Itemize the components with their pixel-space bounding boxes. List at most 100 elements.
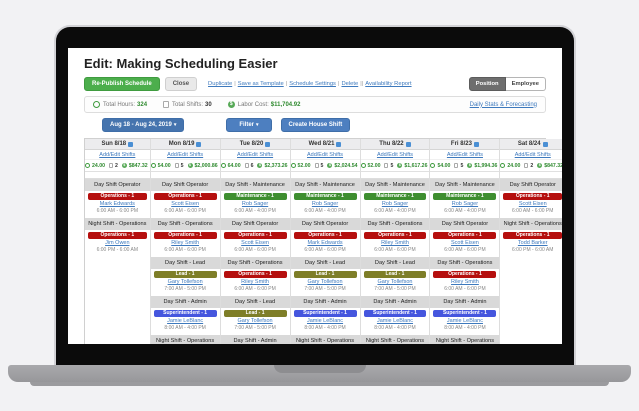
employee-link[interactable]: Riley Smith [241, 279, 269, 285]
position-badge[interactable]: Operations - 1 [433, 271, 497, 278]
position-badge[interactable]: Lead - 1 [153, 271, 217, 278]
day-menu-icon[interactable] [542, 141, 548, 147]
employee-link[interactable]: Riley Smith [171, 240, 200, 246]
toolbar-link[interactable]: Availability Report [365, 81, 412, 87]
add-edit-shifts-link[interactable]: Add/Edit Shifts [85, 150, 150, 160]
shift-time: 6:00 AM - 6:00 PM [444, 286, 486, 292]
republish-schedule-button[interactable]: Re-Publish Schedule [84, 77, 160, 91]
day-hours-value: 52.00 [367, 162, 381, 169]
position-badge[interactable]: Operations - 1 [503, 193, 562, 200]
employee-link[interactable]: Gary Tollefson [167, 279, 203, 285]
day-cost-value: $1,994.36 [474, 162, 498, 169]
position-badge[interactable]: Lead - 1 [223, 310, 287, 317]
clock-icon [430, 163, 436, 168]
shift-card: Superintendent - 1 Jamie LeBlanc 8:00 AM -… [151, 308, 220, 335]
day-label: Thu 8/22 [379, 141, 404, 147]
employee-link[interactable]: Mark Edwards [99, 201, 135, 207]
position-badge[interactable]: Superintendent - 1 [363, 310, 427, 317]
employee-link[interactable]: Jamie LeBlanc [167, 318, 204, 324]
create-house-shift-button[interactable]: Create House Shift [280, 118, 351, 132]
employee-link[interactable]: Gary Tollefson [237, 318, 273, 324]
day-label: Sun 8/18 [101, 141, 127, 147]
position-badge[interactable]: Operations - 1 [293, 232, 357, 239]
position-badge[interactable]: Operations - 1 [223, 271, 287, 278]
position-badge[interactable]: Operations - 1 [433, 232, 497, 239]
dollar-icon: $ [537, 163, 543, 168]
employee-link[interactable]: Rob Sager [241, 201, 269, 207]
position-badge[interactable]: Operations - 1 [153, 193, 217, 200]
position-badge[interactable]: Maintenance - 1 [363, 193, 427, 200]
schedule-grid: Sun 8/18 Add/Edit Shifts 24.00 2 $ $847.32 Day… [84, 138, 562, 344]
toolbar-link[interactable]: Schedule Settings [289, 81, 336, 87]
add-edit-shifts-link[interactable]: Add/Edit Shifts [360, 150, 430, 160]
employee-link[interactable]: Gary Tollefson [377, 279, 413, 285]
employee-link[interactable]: Rob Sager [451, 201, 479, 207]
add-edit-shifts-link[interactable]: Add/Edit Shifts [150, 150, 220, 160]
day-label: Mon 8/19 [168, 141, 195, 147]
position-badge[interactable]: Superintendent - 1 [433, 310, 497, 317]
close-button[interactable]: Close [164, 77, 198, 91]
date-range-button[interactable]: Aug 18 - Aug 24, 2019 ▾ [102, 118, 185, 132]
position-badge[interactable]: Superintendent - 1 [293, 310, 357, 317]
toolbar-link[interactable]: Duplicate [208, 81, 233, 87]
add-edit-shifts-link[interactable]: Add/Edit Shifts [220, 150, 290, 160]
employee-link[interactable]: Jamie LeBlanc [306, 318, 344, 324]
controls-row: Aug 18 - Aug 24, 2019 ▾ Filter ▾ Create Ho… [84, 118, 546, 132]
shift-card: Operations - 1 Mark Edwards 6:00 AM - 6:00… [291, 230, 360, 257]
employee-link[interactable]: Riley Smith [451, 279, 479, 285]
filter-button[interactable]: Filter ▾ [226, 118, 272, 132]
employee-link[interactable]: Gary Tollefson [307, 279, 343, 285]
employee-link[interactable]: Rob Sager [381, 201, 409, 207]
employee-link[interactable]: Mark Edwards [307, 240, 343, 246]
employee-link[interactable]: Riley Smith [381, 240, 409, 246]
position-badge[interactable]: Maintenance - 1 [223, 193, 287, 200]
day-menu-icon[interactable] [196, 141, 202, 147]
shift-time: 6:00 AM - 6:00 PM [234, 286, 276, 292]
position-badge[interactable]: Operations - 1 [223, 232, 287, 239]
position-badge[interactable]: Operations - 1 [153, 232, 217, 239]
empty-slot [500, 296, 562, 308]
position-badge[interactable]: Superintendent - 1 [153, 310, 217, 317]
position-badge[interactable]: Operations - 1 [88, 193, 147, 200]
dollar-icon: $ [121, 163, 127, 168]
shifts-icon [454, 163, 459, 168]
position-badge[interactable]: Operations - 1 [503, 232, 562, 239]
add-edit-shifts-link[interactable]: Add/Edit Shifts [290, 150, 360, 160]
shift-time: 8:00 AM - 4:00 PM [164, 325, 206, 331]
position-badge[interactable]: Maintenance - 1 [433, 193, 497, 200]
employee-link[interactable]: Scott Eisen [171, 201, 200, 207]
add-edit-shifts-link[interactable]: Add/Edit Shifts [430, 150, 500, 160]
daily-stats-forecasting-link[interactable]: Daily Stats & Forecasting [469, 101, 537, 108]
day-menu-icon[interactable] [405, 141, 411, 147]
position-badge[interactable]: Lead - 1 [293, 271, 357, 278]
toolbar-link[interactable]: Save as Template [237, 81, 284, 87]
shift-section-header: Day Shift - Maintenance [290, 179, 360, 191]
day-menu-icon[interactable] [336, 141, 342, 147]
shift-card: Maintenance - 1 Rob Sager 6:00 AM - 4:00 P… [430, 191, 499, 218]
dollar-icon: $ [227, 101, 235, 108]
position-badge[interactable]: Maintenance - 1 [293, 193, 357, 200]
employee-link[interactable]: Jim Owen [105, 240, 130, 246]
toolbar-link[interactable]: Delete [341, 81, 359, 87]
employee-toggle-button[interactable]: Employee [505, 77, 546, 91]
employee-link[interactable]: Scott Eisen [451, 240, 479, 246]
day-menu-icon[interactable] [265, 141, 271, 147]
day-stats: 24.00 2 $ $847.32 [500, 160, 562, 172]
employee-link[interactable]: Jamie LeBlanc [376, 318, 414, 324]
day-menu-icon[interactable] [128, 141, 134, 147]
position-badge[interactable]: Lead - 1 [363, 271, 427, 278]
day-stats: 54.00 5 $ $2,000.86 [150, 160, 220, 172]
day-menu-icon[interactable] [473, 141, 479, 147]
employee-link[interactable]: Jamie LeBlanc [446, 318, 483, 324]
shifts-icon [174, 163, 179, 168]
employee-link[interactable]: Todd Barker [517, 240, 548, 246]
employee-link[interactable]: Scott Eisen [518, 201, 547, 207]
stats-bar: Total Hours: 324 Total Shifts: 30 $ Labo… [84, 96, 546, 113]
add-edit-shifts-link[interactable]: Add/Edit Shifts [500, 150, 562, 160]
position-badge[interactable]: Operations - 1 [88, 232, 147, 239]
position-badge[interactable]: Operations - 1 [363, 232, 427, 239]
position-toggle-button[interactable]: Position [468, 77, 506, 91]
employee-link[interactable]: Scott Eisen [241, 240, 269, 246]
shift-card: Lead - 1 Gary Tollefson 7:00 AM - 5:00 PM [221, 308, 290, 335]
employee-link[interactable]: Rob Sager [311, 201, 339, 207]
